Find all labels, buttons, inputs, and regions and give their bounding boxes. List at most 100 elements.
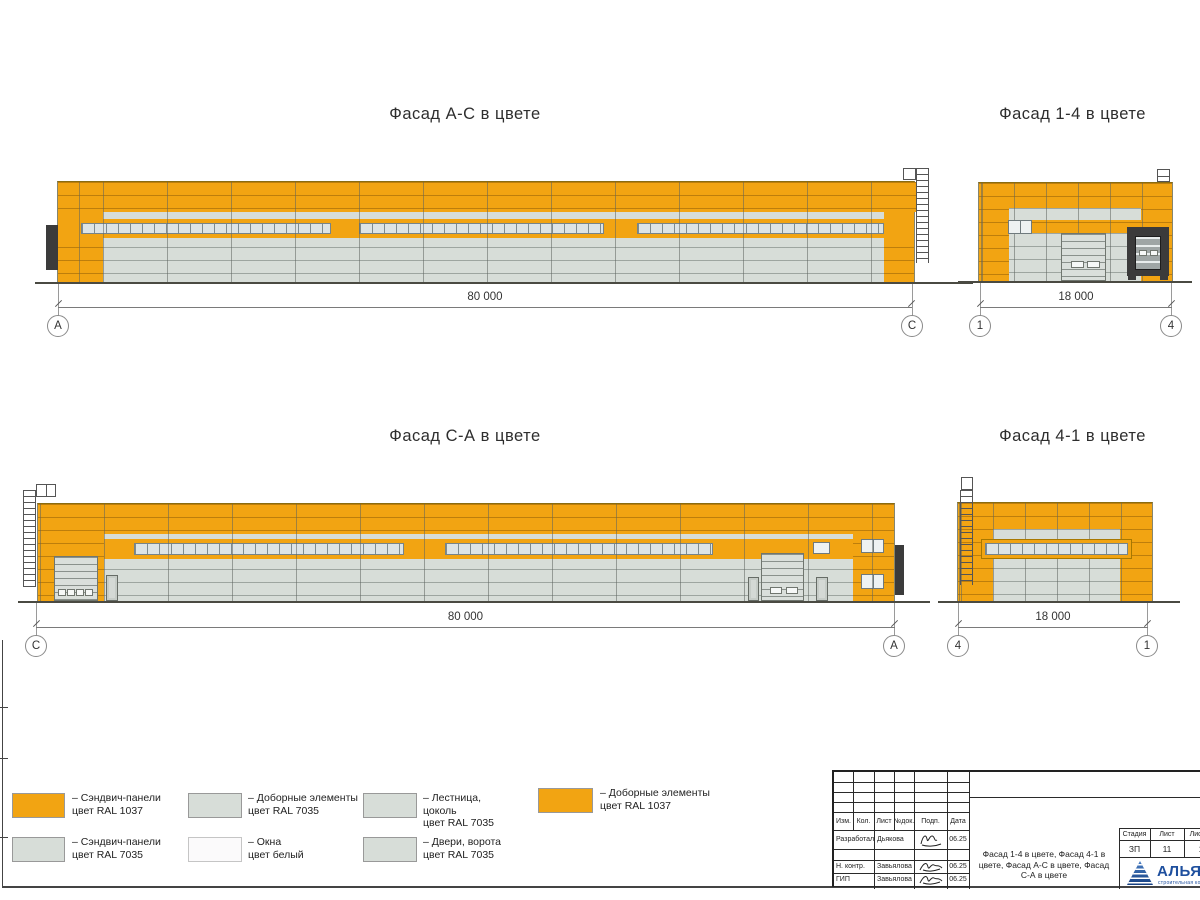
- alliance-pyramid-icon: [1127, 861, 1153, 885]
- sheet-header: Лист: [1159, 830, 1175, 838]
- revision-header-cell: №док.: [894, 817, 914, 825]
- dimension-line: [958, 627, 1148, 628]
- roof-ladder: [960, 490, 973, 585]
- legend-label: – Сэндвич-панели цвет RAL 7035: [72, 836, 161, 861]
- figure-title-ac: Фасад А-С в цвете: [389, 105, 541, 123]
- grid-line: [874, 772, 875, 889]
- grid-line: [1119, 828, 1120, 889]
- revision-header-cell: Лист: [876, 817, 892, 825]
- sheet-number: 11: [1162, 843, 1172, 854]
- sheets-total-header: Листов: [1189, 830, 1200, 838]
- legend-label: – Лестница, цоколь цвет RAL 7035: [423, 792, 494, 830]
- revision-header-cell: Изм.: [836, 817, 851, 825]
- axis-marker: 4: [947, 635, 969, 657]
- door: [748, 577, 759, 601]
- axis-marker: С: [25, 635, 47, 657]
- legend-line: цвет RAL 7035: [423, 817, 495, 829]
- legend-line: цвет RAL 1037: [72, 804, 144, 817]
- grid-line: [834, 860, 969, 861]
- legend-swatch: [12, 793, 65, 818]
- grid-line: [969, 797, 1200, 798]
- ground-line: [18, 601, 930, 603]
- sign-date: 06.25: [949, 863, 967, 870]
- ladder-top-box: [961, 477, 973, 490]
- gate-window: [786, 587, 798, 594]
- legend-line: цвет RAL 7035: [72, 848, 144, 861]
- legend-line: цвет белый: [248, 848, 304, 861]
- legend-line: цвет RAL 1037: [600, 799, 672, 812]
- vent-line: [1158, 176, 1169, 177]
- legend-label: – Окна цвет белый: [248, 836, 304, 861]
- grid-line: [947, 772, 948, 889]
- dock-bumper: [1160, 276, 1168, 280]
- axis-marker: 1: [1136, 635, 1158, 657]
- revision-header-cell: Подп.: [921, 817, 940, 825]
- window-ribbon: [985, 543, 1128, 555]
- signature: [918, 832, 944, 847]
- dimension-value: 18 000: [1058, 291, 1094, 303]
- ground-line: [958, 281, 1192, 283]
- legend-label: – Доборные элементы цвет RAL 1037: [600, 787, 710, 812]
- sheet-frame-bottom: [2, 886, 1200, 888]
- legend-line: – Доборные элементы: [248, 792, 358, 804]
- dimension-value: 80 000: [447, 611, 484, 623]
- grid-line: [834, 873, 969, 874]
- grid-line: [834, 830, 969, 831]
- dock-shelter: [1127, 227, 1169, 276]
- figure-title-14: Фасад 1-4 в цвете: [999, 105, 1146, 123]
- grid-line: [1184, 828, 1185, 857]
- revision-header-cell: Дата: [950, 817, 966, 825]
- legend-swatch: [363, 837, 417, 862]
- dock-shelter-side: [46, 225, 58, 270]
- door: [816, 577, 828, 601]
- document-title: Фасад 1-4 в цвете, Фасад 4-1 в цвете, Фа…: [978, 849, 1110, 880]
- grid-line: [834, 849, 969, 850]
- facade-ca-elevation: [37, 503, 895, 602]
- stage-header: Стадия: [1122, 830, 1147, 838]
- facade-41-elevation: [957, 502, 1153, 602]
- legend-line: – Лестница,: [423, 792, 481, 804]
- grid-line: [1119, 828, 1200, 829]
- title-block: Изм. Кол. Лист №док. Подп. Дата Разработ…: [832, 770, 1200, 889]
- axis-marker: А: [47, 315, 69, 337]
- grid-line: [834, 886, 969, 887]
- roof-vent: [1157, 169, 1170, 182]
- frame-tick: [0, 758, 8, 759]
- sign-role: Н. контр.: [836, 863, 865, 870]
- stage-value: ЗП: [1128, 843, 1141, 854]
- sign-name: Дьякова: [877, 836, 904, 843]
- company-subtitle: строительная компания: [1158, 880, 1200, 886]
- sheet-frame-left: [2, 640, 3, 887]
- roof-ladder: [23, 490, 36, 587]
- legend-line: – Доборные элементы: [600, 787, 710, 799]
- grid-line: [914, 772, 915, 889]
- bay-joint-lines: [58, 182, 914, 282]
- window: [1008, 220, 1032, 234]
- gate-window: [1087, 261, 1100, 268]
- grid-line: [834, 782, 969, 783]
- frame-tick: [0, 707, 8, 708]
- dimension-value: 80 000: [467, 291, 503, 303]
- figure-title-ca: Фасад С-А в цвете: [389, 427, 541, 445]
- roof-ladder: [916, 168, 929, 263]
- sign-date: 06.25: [949, 836, 967, 843]
- gate-window: [76, 589, 84, 596]
- gate-window: [67, 589, 75, 596]
- dock-shelter-side: [895, 545, 904, 595]
- frame-tick: [0, 837, 8, 838]
- sign-name: Завьялова: [877, 876, 912, 883]
- ground-line: [938, 601, 1180, 603]
- legend-line: цвет RAL 7035: [423, 848, 495, 861]
- axis-marker: С: [901, 315, 923, 337]
- grid-line: [894, 772, 895, 830]
- grid-line: [834, 792, 969, 793]
- legend-line: цоколь: [423, 804, 457, 817]
- ground-line: [35, 282, 973, 284]
- signature: [918, 874, 944, 885]
- facade-ac-elevation: [46, 181, 916, 283]
- dimension-value: 18 000: [1035, 611, 1071, 623]
- grid-line: [834, 812, 969, 813]
- legend-line: – Сэндвич-панели: [72, 836, 161, 848]
- door: [106, 575, 118, 601]
